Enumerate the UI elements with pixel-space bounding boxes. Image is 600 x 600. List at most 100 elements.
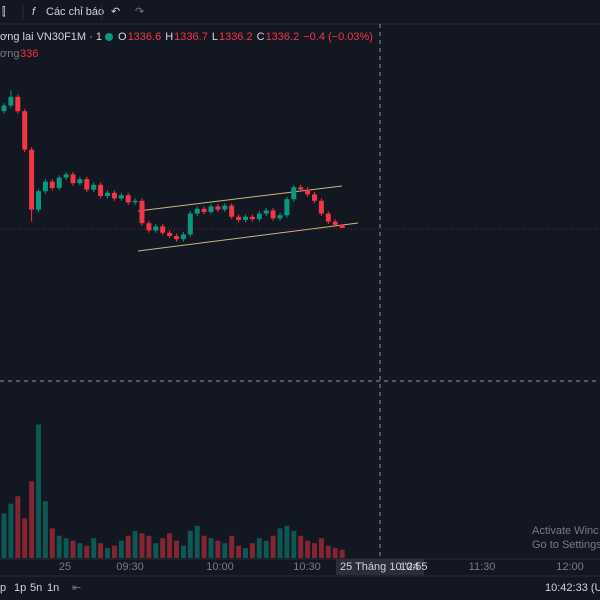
volume-bar: [222, 543, 228, 558]
undo-button[interactable]: ↶: [111, 6, 120, 18]
volume-bar: [208, 538, 214, 558]
volume-bar: [284, 525, 290, 558]
candle-body: [132, 200, 138, 203]
range-button[interactable]: 1n: [47, 582, 59, 594]
ohlc-value: 1336.6: [128, 31, 162, 43]
candle-body: [22, 111, 28, 150]
volume-bar: [180, 545, 186, 558]
candle-body: [305, 189, 311, 195]
volume-bar: [139, 533, 145, 558]
candle-body: [215, 206, 221, 210]
time-label: 25: [59, 561, 71, 573]
candle-body: [201, 208, 207, 212]
ohlc-key: L: [212, 31, 218, 43]
ohlc-key: C: [257, 31, 265, 43]
candle-body: [236, 216, 242, 220]
candle-body: [36, 191, 41, 210]
volume-bar: [15, 496, 21, 558]
date-range-icon[interactable]: ⇤: [72, 582, 81, 594]
candle-body: [312, 194, 317, 201]
crosshair-time-box: [336, 559, 424, 575]
clock: 10:42:33 (UTC: [545, 582, 600, 594]
candle-body: [139, 200, 145, 224]
volume-bar: [312, 543, 317, 558]
range-button[interactable]: 1p: [14, 582, 26, 594]
volume-bar: [194, 525, 200, 558]
time-label: 09:30: [116, 561, 144, 573]
indicator-icon[interactable]: f: [32, 6, 36, 18]
volume-bar: [70, 540, 76, 558]
candle-body: [77, 179, 83, 184]
ohlc-value: 1336.2: [219, 31, 253, 43]
crosshair-time: 10:55: [400, 561, 428, 573]
candle-body: [49, 181, 55, 188]
volume-label: ơng: [0, 48, 19, 60]
ohlc-key: O: [118, 31, 127, 43]
volume-bar: [153, 543, 159, 558]
volume-bar: [263, 540, 269, 558]
candle-body: [256, 213, 262, 220]
candle-body: [29, 149, 35, 210]
time-label: 12:00: [556, 561, 584, 573]
candle-body: [118, 195, 124, 199]
status-dot: [105, 33, 113, 41]
candle-body: [160, 226, 166, 233]
candle-body: [243, 216, 248, 220]
volume-bar: [56, 535, 62, 558]
candle-body: [180, 234, 186, 240]
candle-body: [229, 205, 235, 217]
volume-bar: [63, 538, 69, 558]
series: [1, 90, 345, 558]
range-button[interactable]: 5n: [30, 582, 42, 594]
volume-bar: [29, 481, 35, 558]
redo-button[interactable]: ↷: [135, 6, 144, 18]
volume-bar: [298, 535, 304, 558]
ohlc-legend: O 1336.6 H 1336.7 L 1336.2 C 1336.2 −0.4 (−0.03%…: [118, 31, 373, 43]
volume-bar: [36, 424, 41, 558]
volume-bar: [236, 545, 242, 558]
volume-bar: [84, 545, 90, 558]
candle-body: [263, 210, 269, 214]
watermark-title: Activate Winc: [532, 525, 599, 537]
volume-bar: [125, 535, 131, 558]
volume-bar: [167, 533, 173, 558]
symbol-name: ơng lai VN30F1M · 1: [0, 31, 102, 43]
candle-body: [194, 208, 200, 214]
crosshair-date: 25 Tháng 10 '24: [340, 561, 419, 573]
volume-bar: [325, 545, 331, 558]
candle-body: [249, 216, 255, 220]
candle-body: [318, 200, 324, 214]
candle-body: [174, 236, 179, 240]
candle-body: [42, 181, 48, 192]
volume-bar: [8, 503, 14, 558]
candle-body: [111, 192, 117, 199]
candle-body: [222, 205, 228, 210]
candle-body: [98, 184, 104, 196]
volume-bar: [91, 538, 97, 558]
candle-body: [125, 195, 131, 203]
volume-bar: [291, 530, 297, 558]
range-button[interactable]: p: [0, 582, 6, 594]
candle-body: [167, 232, 173, 236]
time-label: 10:30: [293, 561, 321, 573]
time-label: 10:00: [206, 561, 234, 573]
candle-body: [1, 105, 7, 112]
channel-lower[interactable]: [137, 222, 359, 252]
volume-bar: [339, 549, 345, 558]
candle-body: [339, 224, 345, 228]
candle-body: [284, 199, 290, 216]
volume-bar: [118, 540, 124, 558]
volume-bar: [256, 538, 262, 558]
volume-bar: [215, 540, 221, 558]
ohlc-key: H: [165, 31, 173, 43]
volume-bar: [201, 535, 207, 558]
ohlc-value: 1336.7: [174, 31, 208, 43]
candle-body: [277, 215, 283, 219]
volume-bar: [318, 538, 324, 558]
indicators-button[interactable]: Các chỉ báo: [46, 6, 104, 18]
volume-bar: [98, 543, 104, 558]
candle-icon[interactable]: ⫿: [2, 6, 6, 18]
candle-body: [146, 223, 152, 231]
